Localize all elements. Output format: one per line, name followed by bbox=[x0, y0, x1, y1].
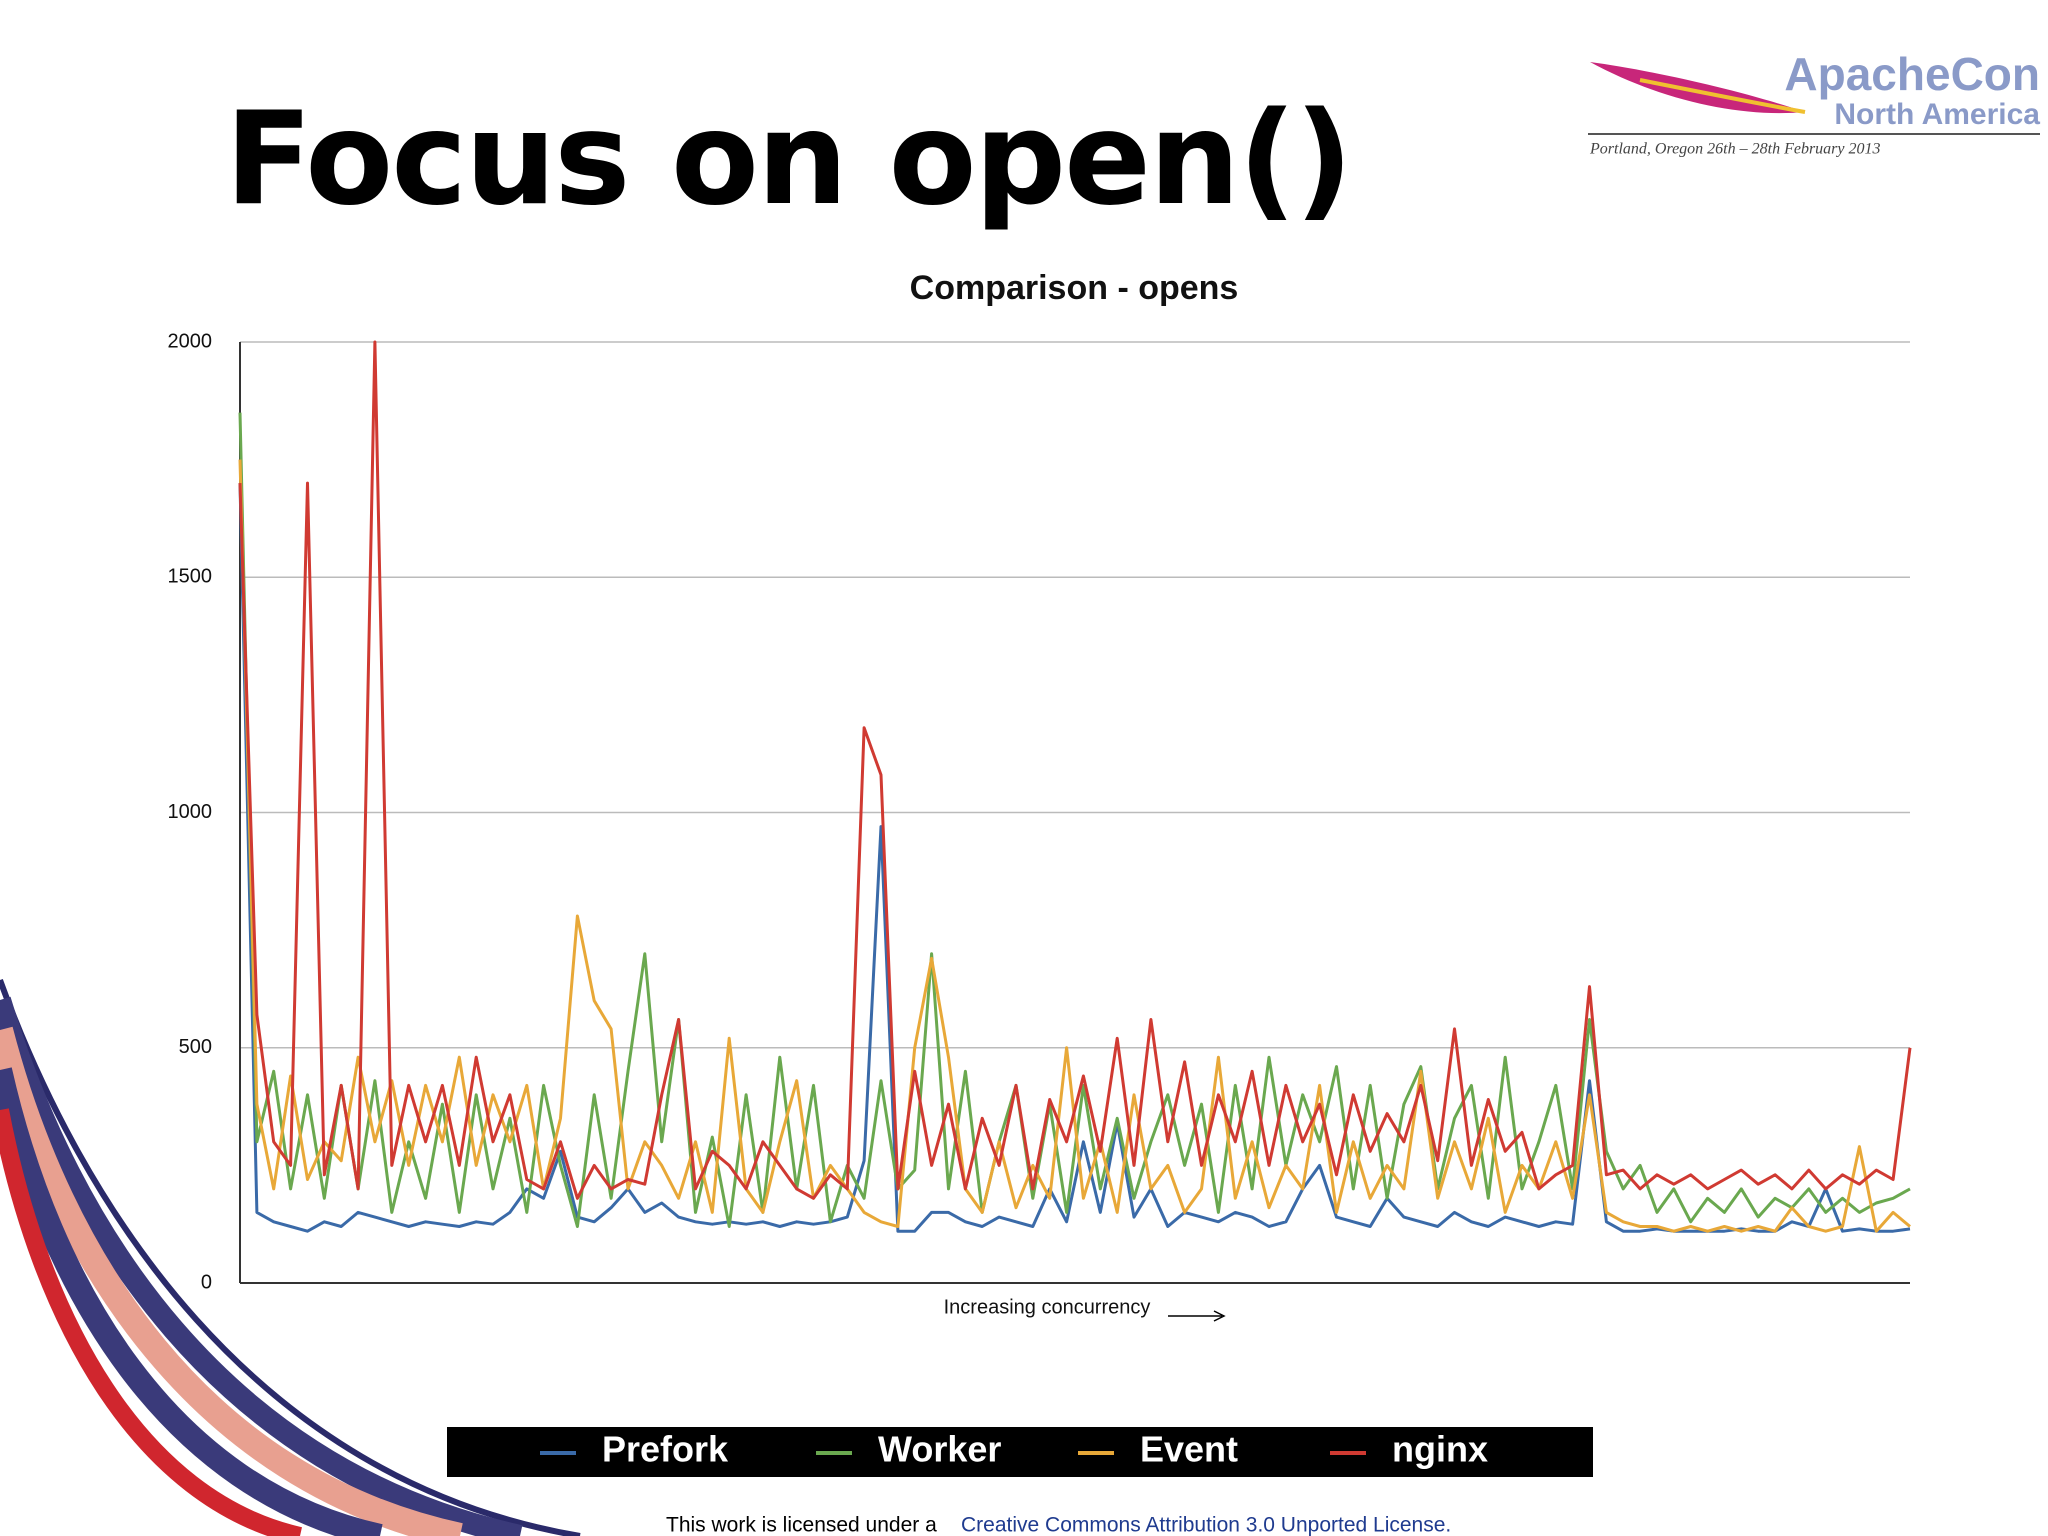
legend: Prefork Worker Event nginx bbox=[540, 1429, 1488, 1470]
plot: 0 500 1000 1500 2000 bbox=[168, 330, 1912, 1293]
chart-title: Comparison - opens bbox=[910, 269, 1239, 307]
license-link[interactable]: Creative Commons Attribution 3.0 Unporte… bbox=[961, 1514, 1451, 1536]
x-arrow bbox=[1168, 1310, 1226, 1322]
legend-label: Worker bbox=[878, 1429, 1001, 1470]
y-tick-label: 1500 bbox=[168, 566, 213, 588]
legend-box bbox=[447, 1427, 1593, 1477]
decor-swoosh bbox=[0, 978, 581, 1536]
logo: ApacheCon North America Portland, Oregon… bbox=[1588, 48, 2040, 158]
legend-label: Prefork bbox=[602, 1429, 729, 1470]
series-line bbox=[238, 483, 1911, 1233]
logo-name: ApacheCon bbox=[1784, 48, 2040, 100]
logo-event: Portland, Oregon 26th – 28th February 20… bbox=[1589, 141, 1881, 158]
series-line bbox=[238, 459, 1911, 1233]
y-tick-label: 2000 bbox=[168, 330, 213, 352]
y-tick-label: 0 bbox=[201, 1271, 212, 1293]
legend-label: Event bbox=[1140, 1429, 1238, 1470]
series-line bbox=[238, 340, 1912, 1200]
series-line bbox=[238, 412, 1911, 1228]
y-tick-label: 500 bbox=[179, 1036, 212, 1058]
logo-region: North America bbox=[1834, 98, 2040, 131]
license-text: This work is licensed under a bbox=[666, 1514, 937, 1536]
legend-label: nginx bbox=[1392, 1429, 1488, 1470]
x-axis-label: Increasing concurrency bbox=[944, 1296, 1151, 1318]
y-tick-label: 1000 bbox=[168, 801, 213, 823]
slide-title: Focus on open() bbox=[225, 85, 1351, 234]
